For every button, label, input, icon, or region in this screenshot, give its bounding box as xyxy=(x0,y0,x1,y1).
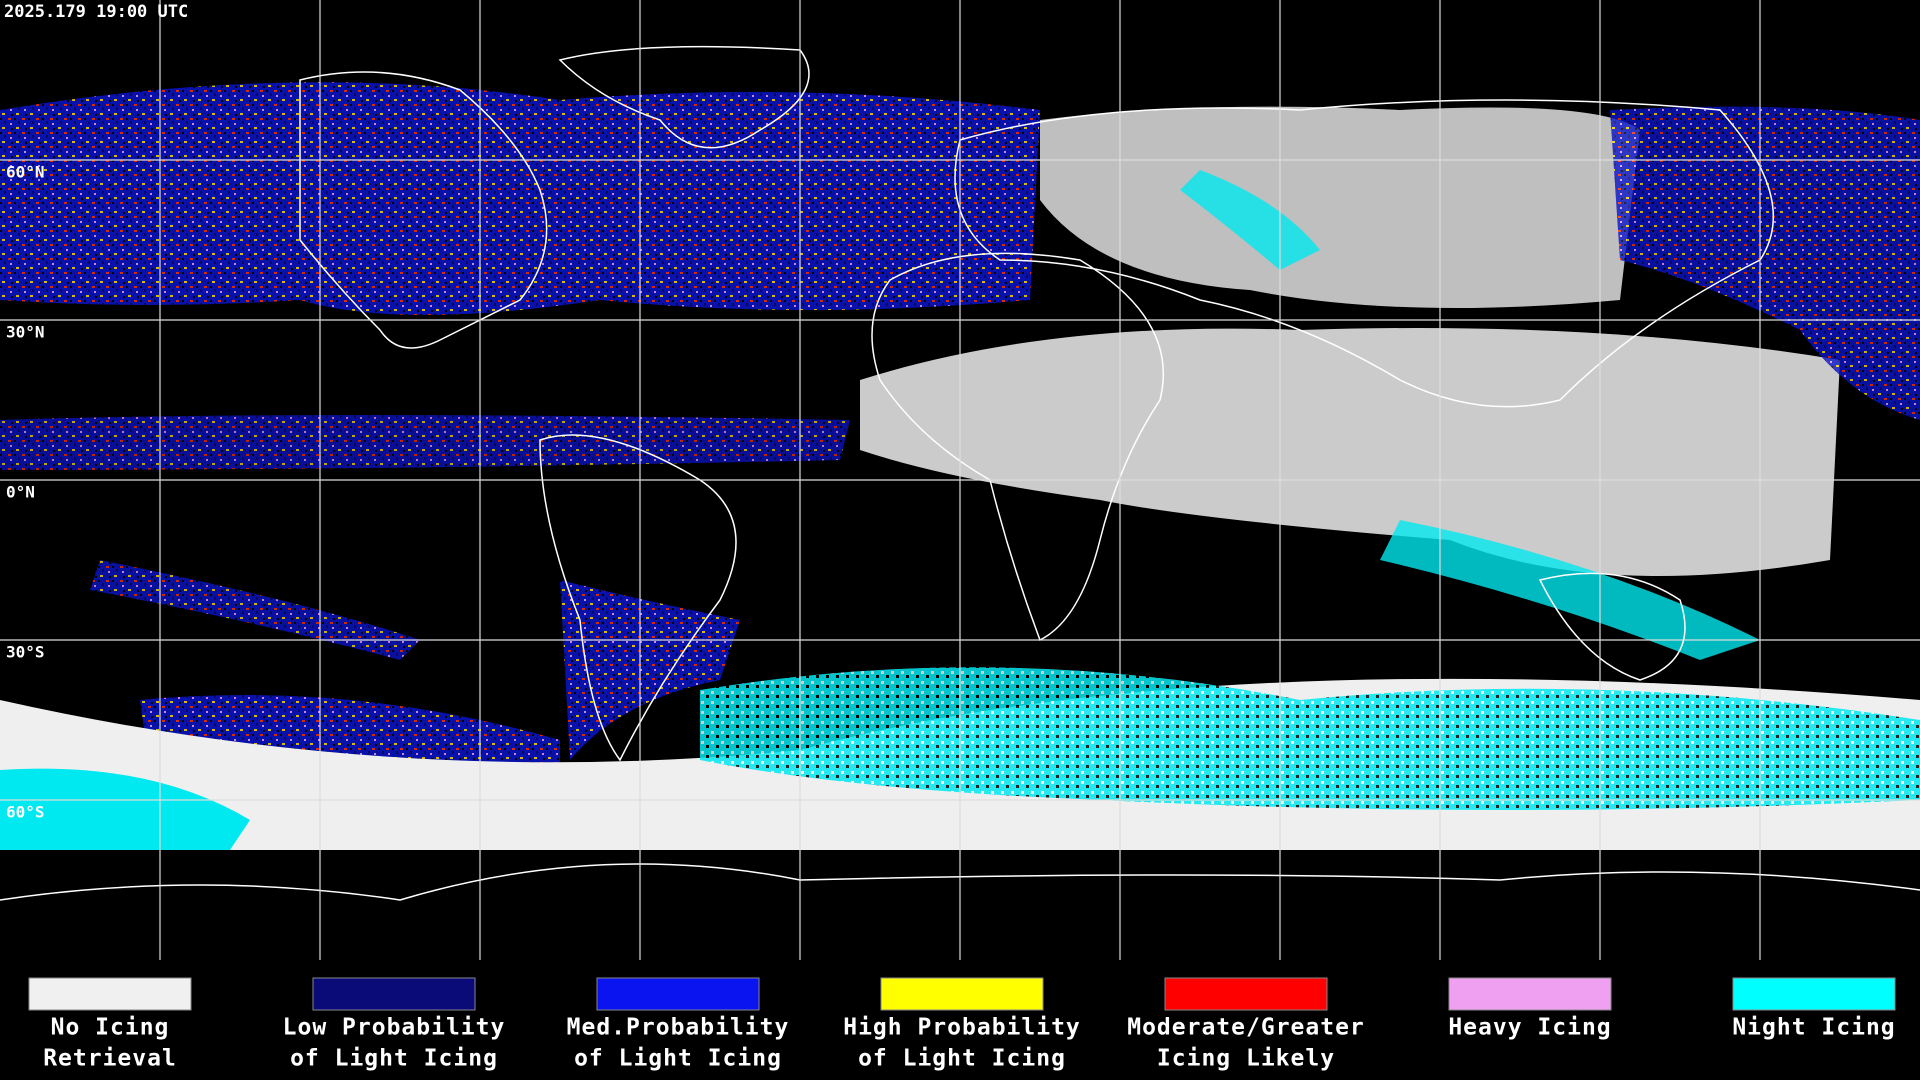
graticule xyxy=(0,0,1920,960)
legend-swatch xyxy=(1164,977,1328,1011)
latitude-label: 0°N xyxy=(6,483,35,502)
legend-label: of Light Icing xyxy=(290,1046,498,1072)
legend-label: No Icing xyxy=(51,1015,170,1041)
legend-label: Retrieval xyxy=(43,1046,177,1072)
legend-label: Med.Probability xyxy=(567,1015,790,1041)
clouds xyxy=(0,82,1920,850)
legend-swatch xyxy=(312,977,476,1011)
legend-swatch xyxy=(1732,977,1896,1011)
legend-swatch xyxy=(28,977,192,1011)
timestamp: 2025.179 19:00 UTC xyxy=(4,2,188,22)
legend-swatch xyxy=(880,977,1044,1011)
legend-swatch xyxy=(596,977,760,1011)
coastlines xyxy=(0,45,1920,901)
legend-label: of Light Icing xyxy=(858,1046,1066,1072)
legend-label: Low Probability xyxy=(283,1015,506,1041)
legend-label: Night Icing xyxy=(1732,1015,1895,1041)
legend-label: of Light Icing xyxy=(574,1046,782,1072)
legend-label: Icing Likely xyxy=(1157,1046,1335,1072)
latitude-label: 60°N xyxy=(6,163,45,182)
legend-label: Moderate/Greater xyxy=(1127,1015,1365,1041)
latitude-label: 30°N xyxy=(6,323,45,342)
latitude-label: 60°S xyxy=(6,803,45,822)
legend-label: High Probability xyxy=(843,1015,1081,1041)
latitude-label: 30°S xyxy=(6,643,45,662)
legend-swatch xyxy=(1448,977,1612,1011)
legend-label: Heavy Icing xyxy=(1448,1015,1611,1041)
